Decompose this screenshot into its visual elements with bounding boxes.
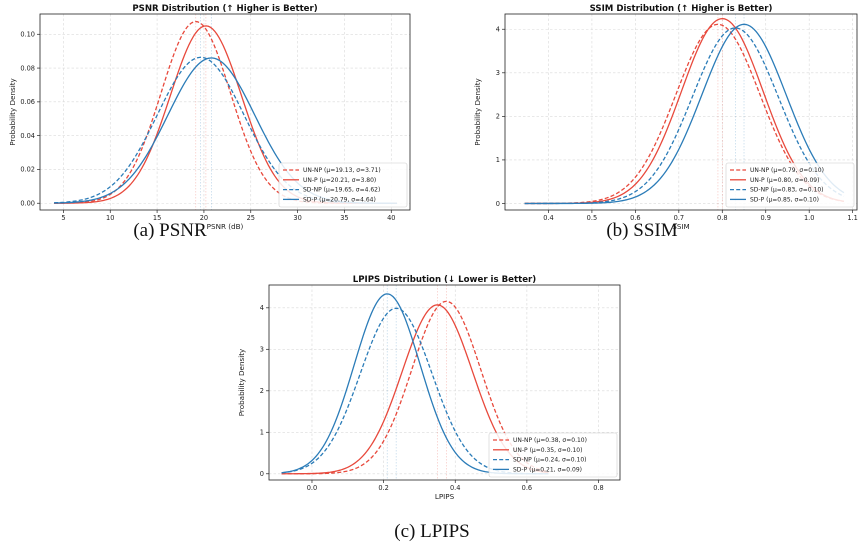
legend-box [488,432,618,478]
y-tick-label: 1 [496,156,500,164]
y-tick-label: 0.02 [20,166,35,174]
x-tick-label: 40 [387,214,395,222]
x-tick-label: 0.5 [587,214,598,222]
x-tick-label: 15 [153,214,161,222]
caption-psnr: (a) PSNR [133,220,207,241]
x-tick-label: 1.0 [804,214,815,222]
y-tick-label: 2 [260,387,264,395]
y-tick-label: 3 [260,346,264,354]
chart-title: PSNR Distribution (↑ Higher is Better) [132,4,317,14]
y-tick-label: 2 [496,113,500,121]
legend-entry: UN-NP (μ=0.79, σ=0.10) [750,167,824,174]
legend-entry: UN-NP (μ=19.13, σ=3.71) [303,167,381,174]
y-axis-label: Probability Density [8,77,17,145]
x-tick-label: 0.9 [760,214,771,222]
ssim-chart-svg: 0.4 0.5 0.6 0.7 0.8 0.9 1.0 1.1 0 1 2 3 4 SSIM Distri… [473,4,858,231]
lpips-chart: 0.0 0.2 0.4 0.6 0.8 0 1 2 3 4 LPIPS Distribution (… [226,270,646,510]
x-axis-label: PSNR (dB) [207,222,244,231]
y-tick-label: 0.10 [20,31,35,39]
legend-box [278,162,408,208]
chart-title: LPIPS Distribution (↓ Lower is Better) [353,275,536,285]
y-tick-label: 0 [260,470,264,478]
legend-entry: SD-P (μ=0.21, σ=0.09) [513,467,582,474]
legend-entry: SD-NP (μ=0.24, σ=0.10) [513,457,587,464]
y-tick-label: 3 [496,69,500,77]
legend-entry: UN-P (μ=0.80, σ=0.09) [750,177,819,184]
x-tick-label: 0.8 [593,484,604,492]
x-tick-label: 0.4 [543,214,554,222]
legend-box [725,162,855,208]
x-tick-label: 0.4 [450,484,461,492]
legend-entry: SD-NP (μ=0.83, σ=0.10) [750,187,824,194]
y-tick-label: 4 [260,304,264,312]
y-axis-label: Probability Density [237,348,246,416]
x-tick-label: 25 [247,214,255,222]
x-tick-label: 1.1 [847,214,858,222]
plot-frame [504,13,858,211]
y-tick-label: 4 [496,26,500,34]
caption-lpips: (c) LPIPS [394,521,470,542]
x-tick-label: 30 [293,214,301,222]
chart-title: SSIM Distribution (↑ Higher is Better) [590,4,773,14]
x-tick-label: 20 [200,214,208,222]
x-tick-label: 0.6 [522,484,533,492]
x-tick-label: 0.6 [630,214,641,222]
legend-entry: UN-P (μ=0.35, σ=0.10) [513,447,582,454]
series-line-sd-p [524,23,845,205]
series-line-un-np [281,300,549,475]
plot-frame [268,284,621,481]
y-tick-label: 0.04 [20,132,35,140]
lpips-chart-svg: 0.0 0.2 0.4 0.6 0.8 0 1 2 3 4 LPIPS Distribution (… [237,275,621,501]
legend-entry: UN-NP (μ=0.38, σ=0.10) [513,437,587,444]
caption-ssim: (b) SSIM [606,220,678,241]
psnr-chart-svg: 5 10 15 20 25 30 35 40 0.00 0.02 0.04 0.06 0.08 0.10 P… [8,4,411,231]
x-tick-label: 0.2 [378,484,389,492]
psnr-chart: 5 10 15 20 25 30 35 40 0.00 0.02 0.04 0.06 0.08 0.10 P… [0,0,420,231]
legend-entry: SD-P (μ=0.85, σ=0.10) [750,197,819,204]
ssim-chart: 0.4 0.5 0.6 0.7 0.8 0.9 1.0 1.1 0 1 2 3 4 SSIM Distri… [445,0,865,231]
y-tick-label: 0.08 [20,64,35,72]
x-tick-label: 0.8 [717,214,728,222]
y-axis-label: Probability Density [473,77,482,145]
x-axis-label: SSIM [672,222,689,231]
x-tick-label: 10 [106,214,114,222]
legend-entry: SD-P (μ=20.79, σ=4.64) [303,197,376,204]
plot-frame [39,13,411,211]
x-tick-label: 5 [61,214,65,222]
y-tick-label: 0.06 [20,98,35,106]
y-tick-label: 0 [496,200,500,208]
legend-entry: SD-NP (μ=19.65, σ=4.62) [303,187,380,194]
series-line-sd-np [54,56,397,204]
x-axis-label: LPIPS [435,492,455,501]
legend-entry: UN-P (μ=20.21, σ=3.80) [303,177,376,184]
x-tick-label: 35 [340,214,348,222]
y-tick-label: 1 [260,429,264,437]
x-tick-label: 0.0 [307,484,318,492]
y-tick-label: 0.00 [20,200,35,208]
x-tick-label: 0.7 [674,214,685,222]
